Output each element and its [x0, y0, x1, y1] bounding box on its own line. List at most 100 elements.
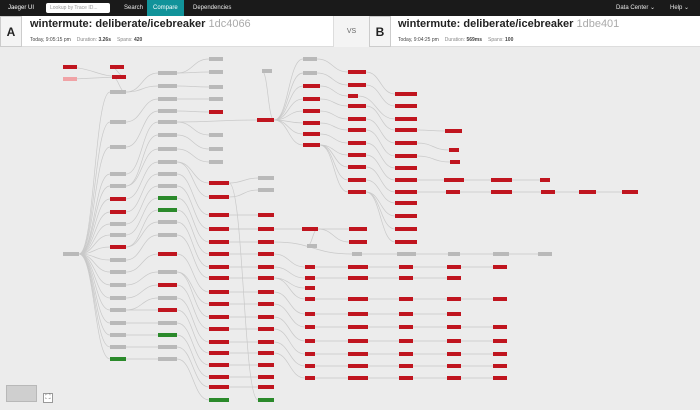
trace-a-title[interactable]: wintermute: deliberate/icebreaker 1dc4066: [30, 18, 251, 30]
span-node[interactable]: [348, 352, 368, 356]
span-node[interactable]: [209, 375, 229, 379]
span-node[interactable]: [110, 345, 126, 349]
span-node[interactable]: [348, 297, 368, 301]
span-node[interactable]: [158, 283, 177, 287]
span-node[interactable]: [209, 195, 229, 199]
span-node[interactable]: [112, 75, 126, 79]
span-node[interactable]: [209, 340, 229, 344]
span-node[interactable]: [450, 160, 460, 164]
span-node[interactable]: [158, 333, 177, 337]
span-node[interactable]: [209, 276, 229, 280]
span-node[interactable]: [209, 385, 229, 389]
span-node[interactable]: [579, 190, 596, 194]
span-node[interactable]: [110, 172, 126, 176]
span-node[interactable]: [110, 184, 126, 188]
span-node[interactable]: [395, 154, 417, 158]
span-node[interactable]: [447, 364, 461, 368]
span-node[interactable]: [258, 398, 274, 402]
span-node[interactable]: [303, 57, 317, 61]
span-node[interactable]: [395, 104, 417, 108]
span-node[interactable]: [158, 133, 177, 137]
span-node[interactable]: [258, 265, 274, 269]
span-node[interactable]: [258, 252, 274, 256]
span-node[interactable]: [397, 252, 416, 256]
span-node[interactable]: [209, 315, 229, 319]
span-node[interactable]: [447, 312, 461, 316]
span-node[interactable]: [110, 333, 126, 337]
span-node[interactable]: [258, 385, 274, 389]
span-node[interactable]: [447, 376, 461, 380]
span-node[interactable]: [395, 201, 417, 205]
span-node[interactable]: [158, 208, 177, 212]
span-node[interactable]: [209, 133, 223, 137]
span-node[interactable]: [158, 296, 177, 300]
span-node[interactable]: [258, 227, 274, 231]
span-node[interactable]: [258, 302, 274, 306]
span-node[interactable]: [110, 270, 126, 274]
span-node[interactable]: [110, 65, 124, 69]
span-node[interactable]: [258, 375, 274, 379]
span-node[interactable]: [541, 190, 555, 194]
span-node[interactable]: [158, 84, 177, 88]
span-node[interactable]: [493, 265, 507, 269]
span-node[interactable]: [110, 210, 126, 214]
span-node[interactable]: [348, 178, 366, 182]
span-node[interactable]: [493, 364, 507, 368]
span-node[interactable]: [395, 178, 417, 182]
span-node[interactable]: [110, 197, 126, 201]
span-node[interactable]: [110, 222, 126, 226]
span-node[interactable]: [209, 70, 223, 74]
span-node[interactable]: [257, 118, 274, 122]
span-node[interactable]: [493, 252, 509, 256]
span-node[interactable]: [209, 181, 229, 185]
span-node[interactable]: [445, 129, 462, 133]
span-node[interactable]: [110, 321, 126, 325]
trace-b-title[interactable]: wintermute: deliberate/icebreaker 1dbe401: [398, 18, 620, 30]
span-node[interactable]: [303, 71, 317, 75]
span-node[interactable]: [209, 97, 223, 101]
span-node[interactable]: [209, 160, 223, 164]
span-node[interactable]: [348, 190, 366, 194]
span-node[interactable]: [493, 352, 507, 356]
span-node[interactable]: [493, 339, 507, 343]
span-node[interactable]: [348, 339, 368, 343]
span-node[interactable]: [395, 117, 417, 121]
span-node[interactable]: [540, 178, 550, 182]
span-node[interactable]: [209, 110, 223, 114]
span-node[interactable]: [158, 172, 177, 176]
span-node[interactable]: [399, 325, 413, 329]
span-node[interactable]: [348, 276, 368, 280]
span-node[interactable]: [258, 240, 274, 244]
span-node[interactable]: [305, 312, 315, 316]
span-node[interactable]: [447, 265, 461, 269]
help-dropdown[interactable]: Help ⌄: [670, 5, 690, 11]
span-node[interactable]: [399, 352, 413, 356]
span-node[interactable]: [399, 265, 413, 269]
span-node[interactable]: [449, 148, 459, 152]
span-node[interactable]: [258, 276, 274, 280]
span-node[interactable]: [209, 351, 229, 355]
nav-dependencies-link[interactable]: Dependencies: [193, 5, 232, 11]
span-node[interactable]: [110, 357, 126, 361]
span-node[interactable]: [209, 240, 229, 244]
span-node[interactable]: [399, 376, 413, 380]
fit-to-view-icon[interactable]: ⛶: [43, 393, 53, 403]
span-node[interactable]: [348, 117, 366, 121]
span-node[interactable]: [305, 265, 315, 269]
span-node[interactable]: [158, 147, 177, 151]
span-node[interactable]: [63, 252, 79, 256]
span-node[interactable]: [305, 276, 315, 280]
span-node[interactable]: [303, 97, 320, 101]
span-node[interactable]: [158, 120, 177, 124]
span-node[interactable]: [110, 308, 126, 312]
span-node[interactable]: [258, 340, 274, 344]
span-node[interactable]: [348, 83, 366, 87]
span-node[interactable]: [448, 252, 460, 256]
span-node[interactable]: [399, 297, 413, 301]
brand-logo[interactable]: Jaeger UI: [8, 5, 35, 11]
span-node[interactable]: [110, 145, 126, 149]
span-node[interactable]: [348, 325, 368, 329]
span-node[interactable]: [348, 104, 366, 108]
span-node[interactable]: [305, 339, 315, 343]
span-node[interactable]: [395, 214, 417, 218]
